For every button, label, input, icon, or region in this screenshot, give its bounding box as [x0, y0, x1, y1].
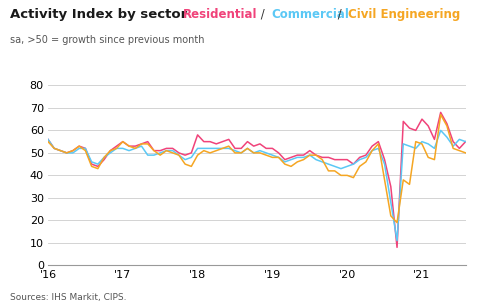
- Text: sa, >50 = growth since previous month: sa, >50 = growth since previous month: [10, 35, 204, 45]
- Text: Commercial: Commercial: [271, 8, 349, 21]
- Text: /: /: [257, 8, 268, 21]
- Text: Civil Engineering: Civil Engineering: [348, 8, 460, 21]
- Text: Residential: Residential: [182, 8, 257, 21]
- Text: /: /: [334, 8, 345, 21]
- Text: Sources: IHS Markit, CIPS.: Sources: IHS Markit, CIPS.: [10, 293, 126, 302]
- Text: Activity Index by sector: Activity Index by sector: [10, 8, 187, 21]
